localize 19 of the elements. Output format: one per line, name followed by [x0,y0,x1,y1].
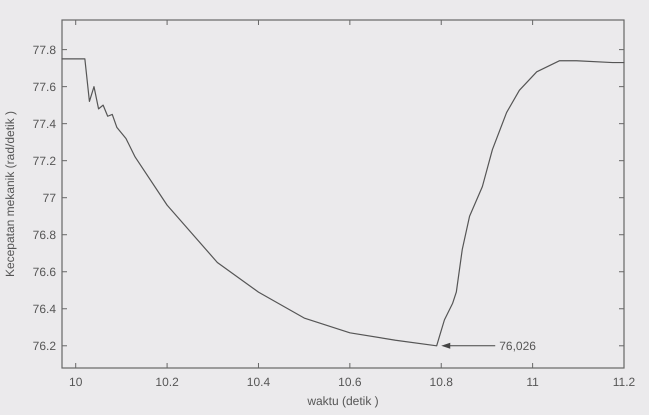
x-tick-label: 10.6 [338,375,362,389]
x-tick-label: 11.2 [612,375,636,389]
y-axis-title: Kecepatan mekanik (rad/detik ) [3,110,17,278]
x-tick-label: 10.4 [246,375,270,389]
y-tick-label: 77 [42,190,56,205]
annotation: 76,026 [499,338,536,353]
y-tick-label: 76.8 [32,228,56,242]
x-tick-label: 10.2 [155,375,180,389]
x-tick-label: 10.8 [430,375,454,389]
y-tick-label: 77.6 [32,80,56,94]
x-tick-label: 11 [526,375,540,389]
y-tick-label: 76.6 [32,264,56,279]
x-axis-title: waktu (detik ) [306,394,379,408]
y-tick-label: 76.2 [32,338,56,353]
y-tick-label: 77.4 [32,116,56,131]
y-tick-label: 77.8 [32,42,56,57]
x-tick-label: 10 [69,375,83,389]
y-tick-label: 76.4 [32,302,56,316]
y-tick-label: 77.2 [32,154,56,168]
